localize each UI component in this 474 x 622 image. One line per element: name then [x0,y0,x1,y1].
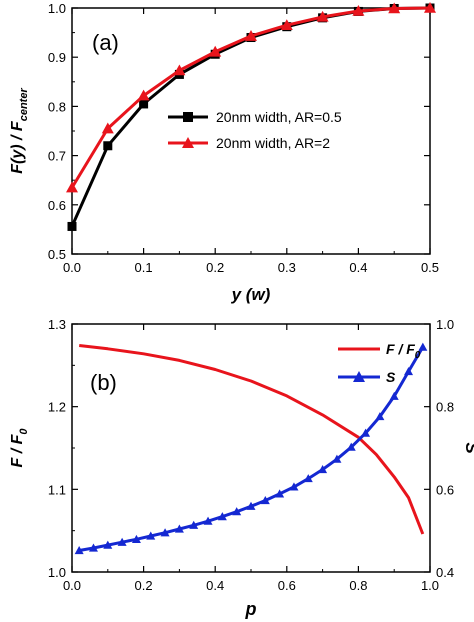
data-point-triangle [275,489,285,498]
data-point-triangle [424,2,436,13]
x-tick-label: 0.4 [206,578,224,593]
data-point-triangle [173,64,186,76]
data-point-triangle [389,391,399,400]
data-point-triangle [203,516,213,525]
y-right-tick-label: 1.0 [436,317,454,332]
x-tick-label: 0.3 [278,260,296,275]
panel-a: 0.0 0.1 0.2 0.3 0.4 0.5 0.5 0.6 0.7 0.8 0.9 1.0 (a… [9,1,439,304]
panel-b: 0.0 0.2 0.4 0.6 0.8 1.0 1.0 1.1 1.2 1.3 0.4 0.6 0.… [9,317,474,619]
y-tick-label: 1.2 [48,400,66,415]
data-point-triangle [352,4,365,16]
y-tick-label: 0.9 [48,50,66,65]
y-tick-label: 1.1 [48,482,66,497]
y-tick-label: 0.8 [48,99,66,114]
data-point-square [139,99,149,109]
y-right-tick-label: 0.6 [436,482,454,497]
data-point-triangle [103,540,113,549]
legend-label-ar2: 20nm width, AR=2 [216,135,330,151]
y-tick-label: 1.0 [48,565,66,580]
data-point-triangle [388,2,401,14]
legend-marker-triangle-blue [353,371,365,382]
data-point-triangle [280,19,293,31]
x-tick-label: 0.0 [63,578,81,593]
panel-b-ylabel-right: S [462,442,474,454]
data-point-triangle [209,45,222,57]
x-tick-label: 0.0 [63,260,81,275]
x-tick-label: 1.0 [421,578,439,593]
data-point-triangle [375,412,385,421]
panel-a-ylabel: F(y) / Fcenter [9,88,30,174]
data-point-triangle [137,89,150,101]
data-point-triangle [131,534,141,543]
data-point-square [67,221,77,231]
data-point-triangle [404,367,414,376]
data-point-triangle [245,30,257,41]
data-point-triangle [289,482,299,491]
legend-marker-triangle [182,137,194,148]
panel-a-frame [71,7,431,255]
panel-a-legend: 20nm width, AR=0.5 20nm width, AR=2 [168,109,342,151]
x-tick-label: 0.2 [135,578,153,593]
x-tick-label: 0.6 [278,578,296,593]
data-point-triangle [189,520,199,529]
y-tick-label: 0.7 [48,149,66,164]
data-point-triangle [260,495,270,505]
data-point-triangle [117,537,127,546]
data-point-triangle [66,181,78,193]
legend-marker-square [183,112,193,122]
panel-b-xlabel: p [245,599,257,619]
data-point-triangle [88,543,98,552]
y-tick-label: 0.6 [48,198,66,213]
data-point-triangle [318,464,328,474]
data-point-triangle [232,507,242,516]
data-point-triangle [361,428,371,437]
data-point-triangle [101,122,114,134]
legend-label-ar05: 20nm width, AR=0.5 [216,109,342,125]
panel-a-label: (a) [92,30,119,55]
data-point-triangle [146,531,156,540]
data-point-triangle [217,512,227,521]
legend-label-ff0: F / F0 [386,341,421,361]
data-point-triangle [174,524,184,533]
x-tick-label: 0.1 [135,260,153,275]
y-right-tick-label: 0.4 [436,565,454,580]
data-point-triangle [160,528,170,537]
data-point-square [103,141,113,151]
panel-b-legend: F / F0 S [338,341,421,385]
x-tick-label: 0.2 [206,260,224,275]
panel-b-ylabel: F / F0 [9,428,30,468]
x-tick-label: 0.4 [349,260,367,275]
series-line-b-0 [79,344,425,535]
data-point-triangle [74,546,84,555]
panel-b-label: (b) [90,370,117,395]
data-point-triangle [346,442,356,451]
y-tick-label: 1.0 [48,1,66,16]
data-point-triangle [303,474,313,483]
panel-b-frame [71,323,431,573]
data-point-triangle [418,342,428,351]
y-tick-label: 0.5 [48,247,66,262]
panel-a-xlabel: y (w) [231,285,271,304]
y-tick-label: 1.3 [48,317,66,332]
y-right-tick-label: 0.8 [436,400,454,415]
legend-label-s: S [386,369,396,385]
x-tick-label: 0.8 [349,578,367,593]
data-point-triangle [246,501,256,510]
x-tick-label: 0.5 [421,260,439,275]
data-point-triangle [316,10,329,22]
data-point-triangle [332,454,342,463]
